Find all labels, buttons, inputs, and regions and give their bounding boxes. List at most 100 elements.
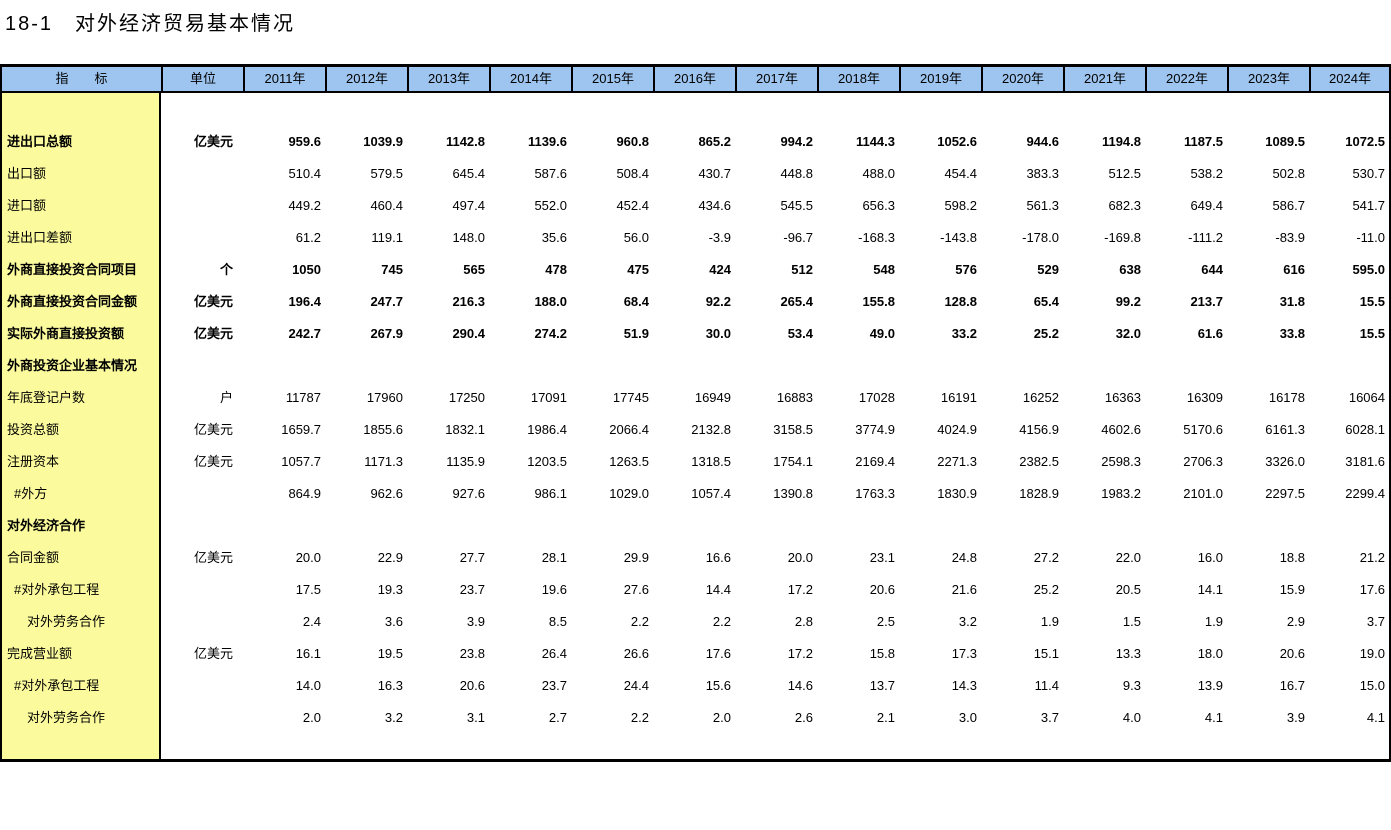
cell-value: 15.0 [1359, 678, 1385, 693]
cell-value: 649.4 [1190, 198, 1223, 213]
cell-value: 25.2 [1033, 582, 1059, 597]
cell-value: 24.8 [951, 550, 977, 565]
cell-value: 17960 [366, 390, 403, 405]
row-label: 年底登记户数 [2, 382, 161, 414]
cell-value: 745 [381, 262, 403, 277]
cell-value: 552.0 [534, 198, 567, 213]
cell-value: 1855.6 [363, 422, 403, 437]
cell-value: 17.2 [787, 582, 813, 597]
cell-value: 6028.1 [1345, 422, 1385, 437]
row-label: 外商直接投资合同金额 [2, 286, 161, 318]
cell-value: 448.8 [780, 166, 813, 181]
cell-value: 213.7 [1190, 294, 1223, 309]
cell-value: 3.9 [1286, 710, 1305, 725]
cell-value: 25.2 [1033, 326, 1059, 341]
cell-value [899, 350, 981, 382]
row-label: 外商直接投资合同项目 [2, 254, 161, 286]
cell-value: 430.7 [698, 166, 731, 181]
cell-value: 16064 [1348, 390, 1385, 405]
row-label: 对外劳务合作 [2, 606, 161, 638]
cell-value: 56.0 [623, 230, 649, 245]
cell-value: 2.8 [794, 614, 813, 629]
cell-value: 1057.7 [281, 454, 321, 469]
cell-value: 2.2 [712, 614, 731, 629]
cell-value: 460.4 [370, 198, 403, 213]
cell-value: 24.4 [623, 678, 649, 693]
cell-value: 986.1 [534, 486, 567, 501]
cell-value: 14.4 [705, 582, 731, 597]
cell-value: 14.3 [951, 678, 977, 693]
cell-value: 1983.2 [1101, 486, 1141, 501]
cell-value: 21.2 [1359, 550, 1385, 565]
cell-value: 92.2 [705, 294, 731, 309]
row-label: 对外劳务合作 [2, 702, 161, 734]
cell-value: 22.0 [1115, 550, 1141, 565]
cell-value: 3.2 [384, 710, 403, 725]
cell-value: 33.8 [1279, 326, 1305, 341]
cell-value: 17745 [612, 390, 649, 405]
cell-value: 1029.0 [609, 486, 649, 501]
cell-value: 561.3 [1026, 198, 1059, 213]
cell-value: 4.1 [1204, 710, 1223, 725]
cell-value: 3.0 [958, 710, 977, 725]
cell-value: 2.0 [302, 710, 321, 725]
header-year-2017: 2017年 [735, 67, 817, 91]
cell-value [1145, 350, 1227, 382]
cell-value: 17.3 [951, 646, 977, 661]
cell-value: 682.3 [1108, 198, 1141, 213]
cell-value: 26.4 [541, 646, 567, 661]
cell-value: 29.9 [623, 550, 649, 565]
cell-value: 1763.3 [855, 486, 895, 501]
cell-value: 545.5 [780, 198, 813, 213]
cell-value: 1039.9 [363, 134, 403, 149]
cell-value: -178.0 [1022, 230, 1059, 245]
cell-value: 20.0 [295, 550, 321, 565]
header-year-2016: 2016年 [653, 67, 735, 91]
cell-value [653, 350, 735, 382]
cell-value: 3.9 [466, 614, 485, 629]
cell-value: 960.8 [616, 134, 649, 149]
cell-value: 19.0 [1359, 646, 1385, 661]
cell-value: 6161.3 [1265, 422, 1305, 437]
cell-value: 454.4 [944, 166, 977, 181]
cell-value: 4024.9 [937, 422, 977, 437]
cell-value: 1.9 [1204, 614, 1223, 629]
cell-value: 2.6 [794, 710, 813, 725]
row-label: 实际外商直接投资额 [2, 318, 161, 350]
row-label: 合同金额 [2, 542, 161, 574]
cell-value: 1050 [292, 262, 321, 277]
cell-value: 15.6 [705, 678, 731, 693]
cell-value: 548 [873, 262, 895, 277]
cell-value: 4.1 [1366, 710, 1385, 725]
cell-value: 8.5 [548, 614, 567, 629]
body-bottom-spacer [161, 734, 1389, 759]
cell-value: 565 [463, 262, 485, 277]
cell-value [1063, 350, 1145, 382]
row-unit [161, 190, 243, 222]
cell-value: 23.8 [459, 646, 485, 661]
row-unit: 亿美元 [193, 550, 233, 565]
cell-value: 20.5 [1115, 582, 1141, 597]
cell-value: 16363 [1104, 390, 1141, 405]
cell-value: 586.7 [1272, 198, 1305, 213]
cell-value: 148.0 [452, 230, 485, 245]
cell-value: 2706.3 [1183, 454, 1223, 469]
cell-value: 216.3 [452, 294, 485, 309]
cell-value: 18.8 [1279, 550, 1305, 565]
cell-value: 2.2 [630, 614, 649, 629]
cell-value: -168.3 [858, 230, 895, 245]
header-year-2011: 2011年 [243, 67, 325, 91]
cell-value: 13.3 [1115, 646, 1141, 661]
cell-value: 17.6 [705, 646, 731, 661]
header-year-2020: 2020年 [981, 67, 1063, 91]
cell-value: 865.2 [698, 134, 731, 149]
cell-value: 644 [1201, 262, 1223, 277]
cell-value: 864.9 [288, 486, 321, 501]
cell-value: 61.2 [295, 230, 321, 245]
cell-value: 16309 [1186, 390, 1223, 405]
cell-value: 2066.4 [609, 422, 649, 437]
cell-value: 2598.3 [1101, 454, 1141, 469]
row-unit [161, 350, 243, 382]
cell-value: 11.4 [1034, 678, 1059, 693]
row-label: #对外承包工程 [2, 574, 161, 606]
